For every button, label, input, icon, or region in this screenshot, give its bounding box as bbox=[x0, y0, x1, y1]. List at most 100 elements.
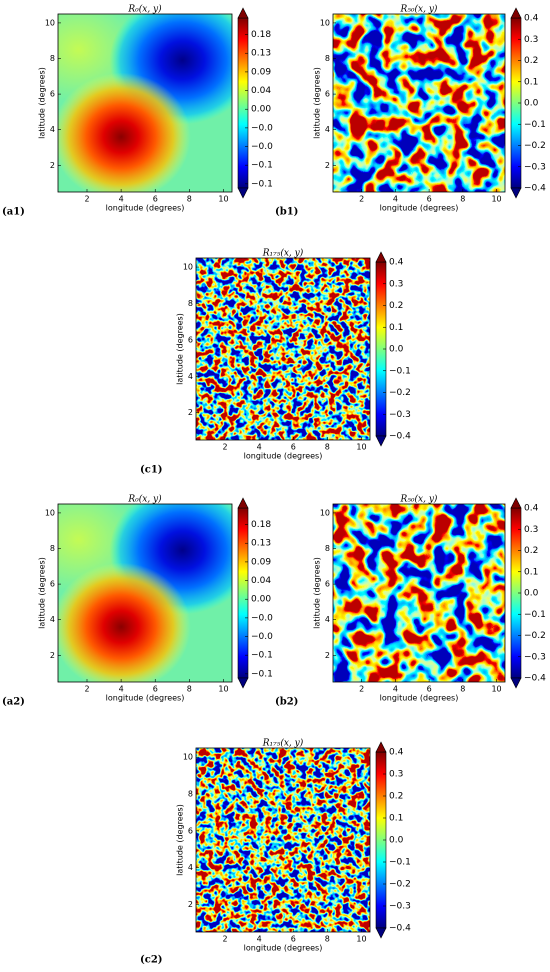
field bbox=[58, 14, 232, 192]
colorbar-tick-label: −0.2 bbox=[524, 141, 546, 151]
colorbar-tick-label: 0.0 bbox=[524, 99, 539, 109]
y-tick-label: 8 bbox=[50, 544, 55, 553]
x-axis-label: longitude (degrees) bbox=[106, 694, 185, 703]
colorbar-extend-top bbox=[375, 741, 387, 753]
plot-frame bbox=[332, 503, 506, 683]
field bbox=[58, 504, 232, 682]
panel-title: R₁₇₅(x, y) bbox=[262, 738, 304, 749]
colorbar-extend-bottom bbox=[510, 187, 522, 199]
colorbar-tick-label: 0.2 bbox=[524, 56, 538, 66]
x-tick-label: 4 bbox=[119, 195, 124, 204]
panel-label: (a2) bbox=[2, 697, 25, 708]
y-tick-label: 8 bbox=[325, 544, 330, 553]
panel-title: R₅₀(x, y) bbox=[400, 494, 438, 505]
colorbar-tick-label: 0.13 bbox=[251, 539, 271, 549]
colorbar-tick-label: −0.1 bbox=[389, 858, 411, 868]
y-axis-label: latitude (degrees) bbox=[313, 67, 322, 139]
colorbar-tick-label: −0.3 bbox=[524, 652, 546, 662]
panel-title: R₀(x, y) bbox=[127, 4, 162, 15]
colorbar-tick-label: 0.18 bbox=[251, 30, 271, 40]
y-tick-label: 6 bbox=[325, 580, 330, 589]
colorbar-tick-label: 0.4 bbox=[524, 504, 539, 514]
plot-frame bbox=[332, 13, 506, 193]
y-tick-label: 8 bbox=[188, 790, 193, 799]
colorbar-tick-label: −0.3 bbox=[389, 410, 411, 420]
colorbar-tick-label: 0.09 bbox=[251, 67, 271, 77]
field bbox=[196, 748, 370, 932]
field-noise bbox=[333, 14, 505, 192]
colorbar-tick-label: 0.1 bbox=[389, 323, 403, 333]
colorbar-extend-bottom bbox=[237, 187, 249, 199]
y-tick-label: 10 bbox=[183, 753, 193, 762]
colorbar-extend-top bbox=[237, 7, 249, 19]
colorbar-tick-label: 0.13 bbox=[251, 49, 271, 59]
colorbar-tick-label: 0.1 bbox=[389, 814, 403, 824]
y-tick-label: 2 bbox=[50, 651, 55, 660]
colorbar-tick-label: 0.2 bbox=[389, 301, 403, 311]
colorbar-extend-bottom bbox=[237, 677, 249, 689]
y-tick-label: 6 bbox=[188, 335, 193, 344]
colorbar-tick-label: −0.2 bbox=[524, 631, 546, 641]
x-tick-label: 2 bbox=[359, 195, 364, 204]
y-tick-label: 10 bbox=[183, 263, 193, 272]
x-tick-label: 6 bbox=[153, 685, 158, 694]
x-tick-label: 2 bbox=[84, 685, 89, 694]
colorbar-tick-label: −0.4 bbox=[389, 432, 411, 442]
colorbar-tick-label: 0.1 bbox=[524, 567, 538, 577]
x-tick-label: 8 bbox=[325, 443, 330, 452]
plot-frame bbox=[57, 503, 233, 683]
colorbar-tick-label: 0.4 bbox=[389, 748, 404, 758]
x-tick-label: 4 bbox=[119, 685, 124, 694]
colorbar-tick-label: −0.1 bbox=[251, 161, 273, 171]
y-tick-label: 4 bbox=[325, 125, 330, 134]
x-tick-label: 6 bbox=[291, 443, 296, 452]
y-axis-label: latitude (degrees) bbox=[38, 557, 47, 629]
colorbar-tick-label: 0.04 bbox=[251, 86, 271, 96]
colorbar-tick-label: 0.18 bbox=[251, 520, 271, 530]
colorbar-tick-label: 0.04 bbox=[251, 576, 271, 586]
field bbox=[333, 14, 505, 192]
y-axis-label: latitude (degrees) bbox=[176, 804, 185, 876]
x-tick-label: 6 bbox=[153, 195, 158, 204]
field bbox=[333, 504, 505, 682]
y-tick-label: 8 bbox=[325, 54, 330, 63]
panel-title: R₀(x, y) bbox=[127, 494, 162, 505]
x-axis-label: longitude (degrees) bbox=[380, 204, 459, 213]
y-tick-label: 2 bbox=[188, 900, 193, 909]
colorbar-extend-top bbox=[237, 497, 249, 509]
colorbar-tick-label: −0.0 bbox=[251, 632, 273, 642]
field-noise bbox=[333, 504, 505, 682]
x-tick-label: 10 bbox=[218, 195, 228, 204]
y-tick-label: 2 bbox=[188, 408, 193, 417]
panel-label: (b1) bbox=[275, 207, 298, 218]
panel-label: (b2) bbox=[275, 697, 298, 708]
colorbar-tick-label: 0.4 bbox=[389, 258, 404, 268]
colorbar-tick-label: 0.3 bbox=[524, 525, 538, 535]
colorbar-tick-label: 0.0 bbox=[524, 589, 539, 599]
y-tick-label: 6 bbox=[325, 90, 330, 99]
panel-label: (c2) bbox=[140, 955, 163, 966]
y-tick-label: 8 bbox=[188, 299, 193, 308]
field-hot bbox=[58, 72, 191, 192]
y-tick-label: 8 bbox=[50, 54, 55, 63]
colorbar-tick-label: 0.00 bbox=[251, 105, 271, 115]
colorbar bbox=[237, 507, 249, 679]
x-tick-label: 6 bbox=[427, 195, 432, 204]
colorbar-extend-bottom bbox=[375, 435, 387, 447]
colorbar-tick-label: −0.2 bbox=[389, 880, 411, 890]
x-tick-label: 10 bbox=[491, 195, 501, 204]
plot-frame bbox=[195, 747, 371, 933]
x-tick-label: 2 bbox=[84, 195, 89, 204]
x-axis-label: longitude (degrees) bbox=[106, 204, 185, 213]
x-tick-label: 8 bbox=[460, 195, 465, 204]
colorbar-extend-top bbox=[510, 497, 522, 509]
x-tick-label: 2 bbox=[359, 685, 364, 694]
x-axis-label: longitude (degrees) bbox=[244, 452, 323, 461]
y-axis-label: latitude (degrees) bbox=[176, 313, 185, 385]
y-tick-label: 2 bbox=[50, 161, 55, 170]
plot-frame bbox=[57, 13, 233, 193]
x-tick-label: 10 bbox=[356, 443, 366, 452]
y-tick-label: 4 bbox=[50, 125, 55, 134]
colorbar bbox=[237, 17, 249, 189]
